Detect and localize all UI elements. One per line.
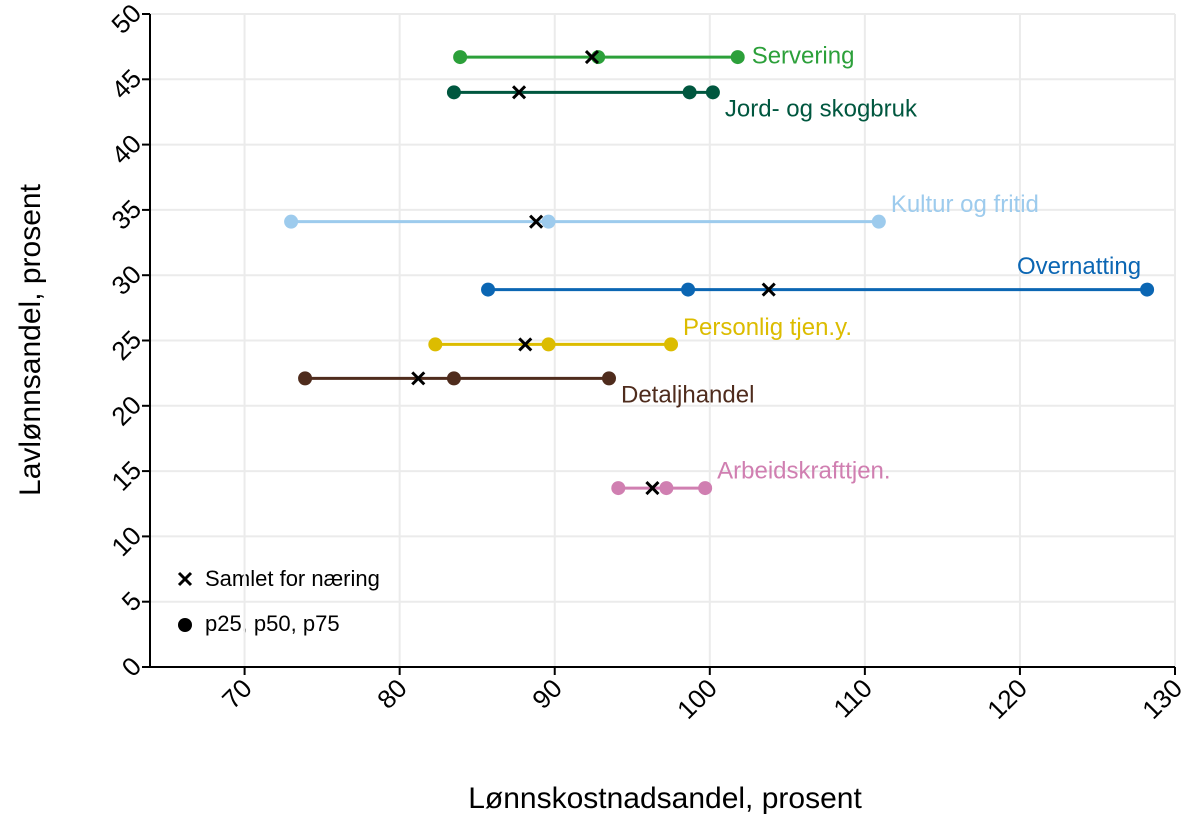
y-tick-label: 45 [105, 63, 147, 105]
series-label: Personlig tjen.y. [683, 314, 852, 341]
percentile-dot [541, 337, 556, 352]
x-tick-label: 110 [827, 673, 878, 724]
percentile-dot [611, 481, 626, 496]
total-cross [518, 337, 533, 352]
total-cross [645, 481, 660, 496]
x-tick-label: 100 [671, 673, 723, 725]
total-cross [411, 371, 426, 386]
series-label: Servering [752, 42, 855, 69]
y-tick-label: 35 [105, 194, 147, 236]
percentile-dot [428, 337, 443, 352]
series-label: Detaljhandel [621, 382, 754, 409]
total-cross [761, 282, 776, 297]
x-tick-label: 120 [981, 673, 1033, 725]
legend-cross [177, 571, 193, 587]
legend: Samlet for næring p25, p50, p75 [177, 566, 380, 636]
x-tick-label: 70 [216, 673, 258, 715]
percentile-dot [698, 481, 713, 496]
y-axis-title: Lavlønnsandel, prosent [14, 183, 47, 496]
total-cross [584, 50, 600, 65]
x-tick-label: 90 [526, 673, 568, 715]
percentile-dot [730, 50, 745, 65]
percentile-dot [602, 371, 617, 386]
percentile-dot [659, 481, 674, 496]
percentile-dot [446, 371, 461, 386]
x-tick-label: 130 [1136, 673, 1188, 725]
series-label: Kultur og fritid [891, 191, 1039, 218]
percentile-dot [446, 85, 461, 100]
percentile-dot [871, 214, 886, 229]
y-tick-label: 50 [105, 0, 147, 40]
legend-dot [178, 618, 192, 632]
series-label: Overnatting [1017, 253, 1141, 280]
y-tick-label: 25 [105, 324, 147, 366]
y-tick-label: 40 [105, 128, 147, 170]
y-tick-label: 20 [105, 390, 147, 432]
legend-label: Samlet for næring [205, 566, 380, 591]
percentile-dot [705, 85, 720, 100]
percentile-dot [541, 214, 556, 229]
series-label: Arbeidskrafttjen. [717, 457, 890, 484]
y-tick-label: 15 [105, 455, 147, 497]
legend-label: p25, p50, p75 [205, 611, 340, 636]
x-tick-label: 80 [371, 673, 413, 715]
series-label: Jord- og skogbruk [725, 96, 918, 123]
y-tick-label: 30 [105, 259, 147, 301]
percentile-dot [664, 337, 679, 352]
percentile-dot [1140, 282, 1155, 297]
percentile-dot [682, 85, 697, 100]
percentile-dot [453, 50, 468, 65]
percentile-dot [481, 282, 496, 297]
x-axis-title: Lønnskostnadsandel, prosent [468, 782, 862, 815]
percentile-dot [681, 282, 696, 297]
percentile-dot [284, 214, 299, 229]
y-tick-label: 10 [105, 520, 147, 562]
total-cross [512, 85, 527, 100]
total-cross [529, 214, 544, 229]
percentile-dot [298, 371, 313, 386]
